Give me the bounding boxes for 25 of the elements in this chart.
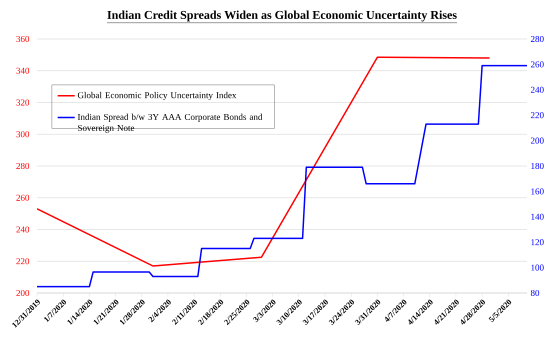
y2-tick-label: 80 <box>530 290 540 296</box>
y2-tick-label: 140 <box>531 214 544 220</box>
y-tick-label: 320 <box>16 99 30 106</box>
y-tick-label: 300 <box>16 131 30 138</box>
line-series <box>37 56 490 267</box>
y2-tick-label: 120 <box>531 239 544 246</box>
y-tick-label: 280 <box>16 162 30 170</box>
y2-tick-label: 280 <box>530 36 544 42</box>
y2-tick-label: 180 <box>531 162 544 170</box>
legend-label: Indian Spread b/w 3Y AAA Corporate Bonds and Sovereign Note <box>78 114 262 133</box>
line-series <box>37 64 527 288</box>
y2-tick-label: 260 <box>530 61 544 68</box>
y-tick-label: 220 <box>16 258 30 264</box>
legend-label: Global Economic Policy Uncertainty Index <box>78 92 236 100</box>
y-tick-label: 240 <box>16 226 30 233</box>
y-tick-label: 360 <box>16 36 30 42</box>
y-tick-label: 200 <box>16 290 30 296</box>
y2-tick-label: 160 <box>531 188 544 194</box>
y2-tick-label: 100 <box>531 264 544 271</box>
y2-tick-label: 200 <box>530 138 544 144</box>
y-tick-label: 260 <box>16 194 30 201</box>
y2-tick-label: 220 <box>530 112 544 118</box>
y-tick-label: 340 <box>16 68 30 74</box>
chart-title: Indian Credit Spreads Widen as Global Economic Uncertainty Rises <box>107 10 457 22</box>
y2-tick-label: 240 <box>530 86 544 93</box>
